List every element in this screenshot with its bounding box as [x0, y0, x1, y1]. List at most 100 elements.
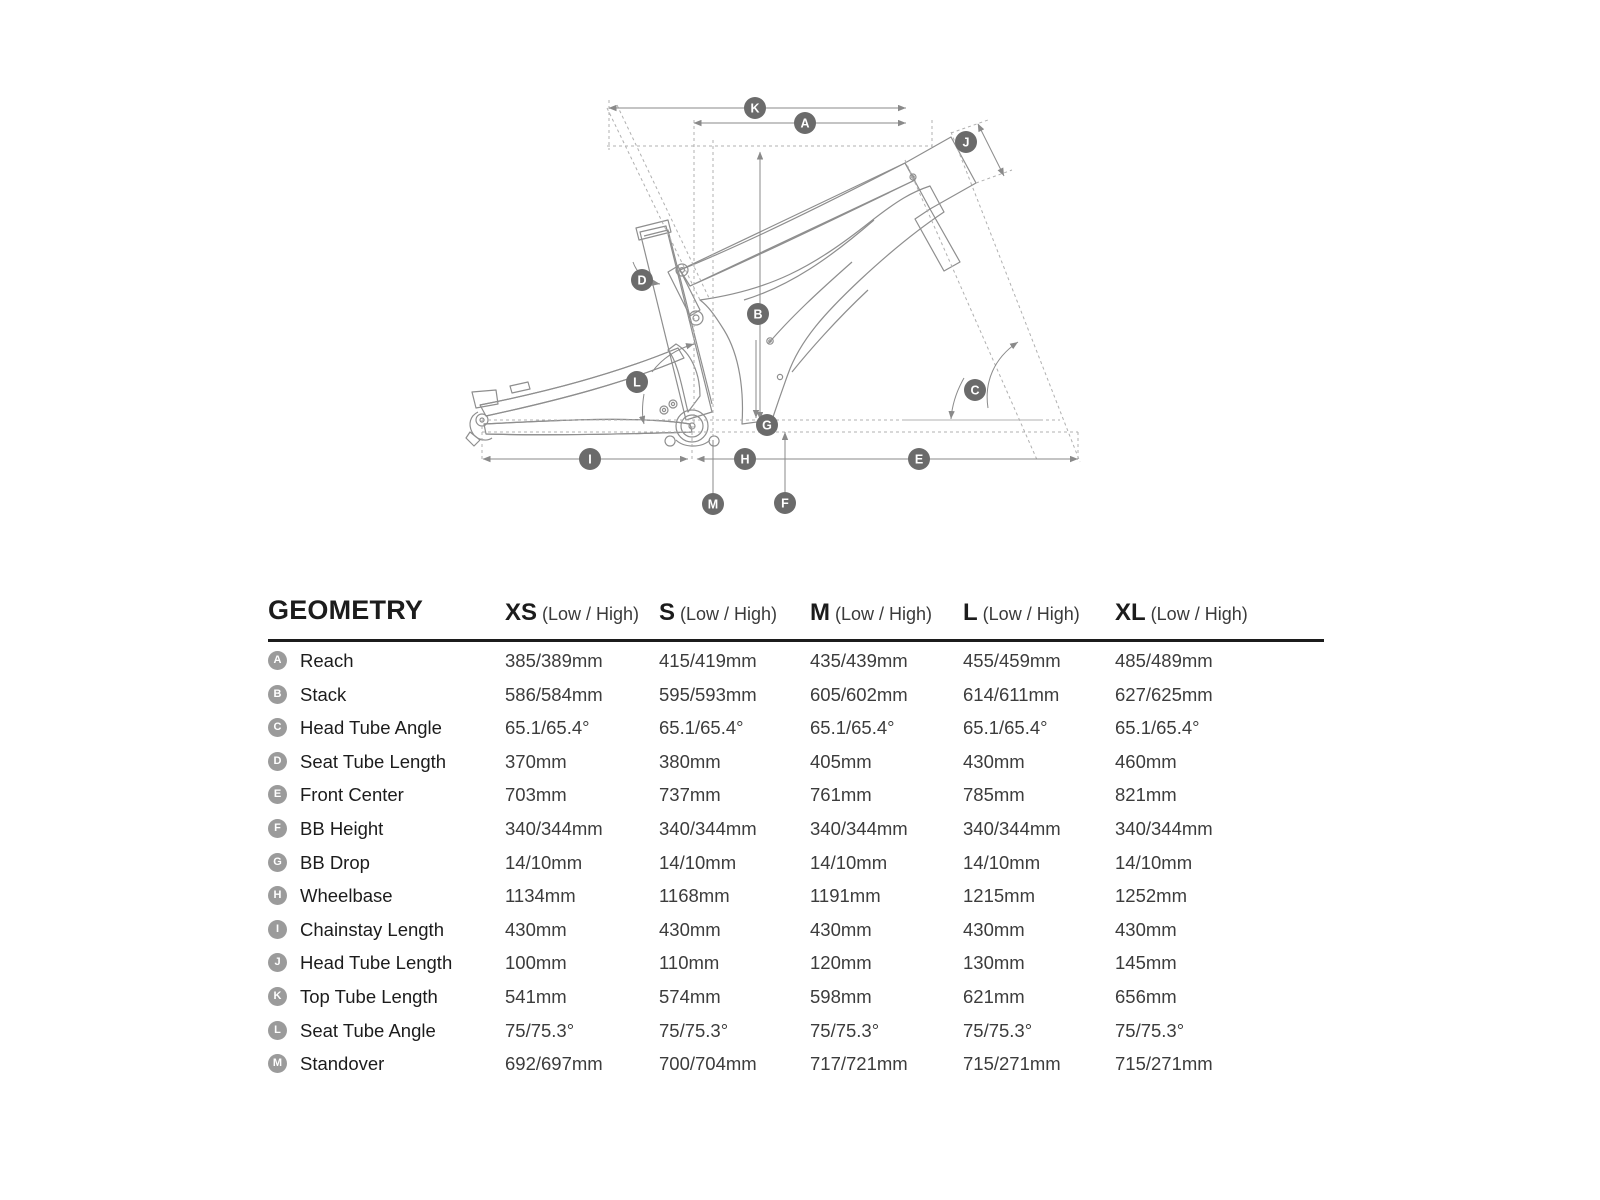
row-badge-k-icon: K — [268, 986, 287, 1006]
table-row: G BB Drop 14/10mm 14/10mm 14/10mm 14/10mm 14/1… — [268, 847, 1324, 881]
row-badge-m-icon: M — [268, 1054, 287, 1074]
table-cell: 703mm — [505, 784, 567, 806]
diagram-marker-g-icon: G — [756, 414, 778, 436]
diagram-marker-e-icon: E — [908, 448, 930, 470]
table-row: C Head Tube Angle 65.1/65.4° 65.1/65.4° 65.1… — [268, 712, 1324, 746]
table-cell: 430mm — [505, 918, 567, 940]
diagram-marker-i-icon: I — [579, 448, 601, 470]
table-cell: 415/419mm — [659, 650, 757, 671]
diagram-marker-l-icon: L — [626, 371, 648, 393]
table-cell: 14/10mm — [810, 851, 888, 873]
table-cell: 430mm — [659, 918, 721, 940]
column-header-l: L (Low / High) — [963, 599, 1080, 627]
table-cell: 430mm — [810, 918, 872, 940]
diagram-marker-f-icon: F — [774, 492, 796, 514]
svg-text:F: F — [781, 497, 789, 511]
table-cell: 75/75.3° — [810, 1019, 880, 1041]
table-cell: 430mm — [963, 750, 1025, 772]
table-cell: 75/75.3° — [1115, 1019, 1185, 1041]
table-cell: 340/344mm — [963, 817, 1061, 839]
table-cell: 405mm — [810, 750, 872, 772]
row-badge-e-icon: E — [268, 785, 287, 805]
table-cell: 460mm — [1115, 750, 1177, 772]
table-row: I Chainstay Length 430mm 430mm 430mm 430mm 430… — [268, 914, 1324, 948]
column-range-label: (Low / High) — [537, 604, 640, 624]
row-label: Head Tube Length — [300, 952, 453, 974]
table-cell: 715/271mm — [1115, 1053, 1213, 1075]
row-label: Front Center — [300, 784, 404, 806]
table-row: E Front Center 703mm 737mm 761mm 785mm 821mm — [268, 779, 1324, 813]
diagram-marker-k-icon: K — [744, 97, 766, 119]
row-label: Reach — [300, 650, 354, 671]
row-badge-i-icon: I — [268, 919, 287, 939]
dim-line-L-lower — [638, 393, 646, 425]
dim-line-C-lower — [948, 377, 965, 420]
table-body: A Reach 385/389mm 415/419mm 435/439mm 455/459… — [268, 645, 1324, 1082]
row-badge-b-icon: B — [268, 684, 287, 704]
svg-text:M: M — [708, 498, 718, 512]
column-size-label: XS — [505, 599, 538, 626]
column-range-label: (Low / High) — [830, 604, 933, 624]
diagram-marker-group: K A J D B C L G I H E M F — [579, 97, 986, 515]
diagram-marker-c-icon: C — [964, 379, 986, 401]
table-cell: 380mm — [659, 750, 721, 772]
table-cell: 1168mm — [659, 885, 730, 907]
row-label: Stack — [300, 683, 347, 705]
row-badge-a-icon: A — [268, 651, 287, 670]
row-label: Seat Tube Angle — [300, 1019, 436, 1041]
table-row: F BB Height 340/344mm 340/344mm 340/344mm 340… — [268, 813, 1324, 847]
svg-text:B: B — [753, 308, 762, 322]
table-cell: 541mm — [505, 985, 567, 1007]
svg-text:C: C — [970, 384, 979, 398]
table-cell: 430mm — [963, 918, 1025, 940]
page-title: GEOMETRY — [268, 595, 424, 625]
table-cell: 14/10mm — [963, 851, 1041, 873]
dim-line-L-upper — [651, 343, 695, 373]
dimension-construction-lines — [481, 100, 1081, 470]
row-label: Top Tube Length — [300, 985, 438, 1007]
svg-text:L: L — [633, 376, 641, 390]
table-cell: 110mm — [659, 952, 720, 974]
table-cell: 370mm — [505, 750, 567, 772]
diagram-marker-b-icon: B — [747, 303, 769, 325]
header-divider — [268, 639, 1324, 642]
row-label: Head Tube Angle — [300, 717, 442, 739]
table-cell: 692/697mm — [505, 1053, 603, 1075]
column-size-label: XL — [1115, 599, 1146, 626]
frame-outline — [465, 136, 977, 447]
table-cell: 65.1/65.4° — [659, 717, 744, 739]
diagram-marker-h-icon: H — [734, 448, 756, 470]
table-cell: 656mm — [1115, 985, 1177, 1007]
table-cell: 14/10mm — [1115, 851, 1193, 873]
row-label: BB Height — [300, 817, 384, 839]
dim-line-C-upper — [986, 341, 1019, 409]
table-cell: 627/625mm — [1115, 683, 1213, 705]
table-row: K Top Tube Length 541mm 574mm 598mm 621mm 656m… — [268, 981, 1324, 1015]
table-cell: 614/611mm — [963, 683, 1060, 705]
table-cell: 75/75.3° — [505, 1019, 575, 1041]
table-cell: 1134mm — [505, 885, 576, 907]
table-cell: 821mm — [1115, 784, 1177, 806]
row-label: Standover — [300, 1053, 385, 1075]
table-cell: 737mm — [659, 784, 721, 806]
table-cell: 700/704mm — [659, 1053, 757, 1075]
table-cell: 485/489mm — [1115, 650, 1213, 671]
table-cell: 435/439mm — [810, 650, 908, 671]
table-cell: 75/75.3° — [659, 1019, 729, 1041]
table-cell: 145mm — [1115, 952, 1177, 974]
geometry-table: GEOMETRY XS (Low / High) S (Low / High) M … — [268, 585, 1324, 1074]
row-label: BB Drop — [300, 851, 370, 873]
column-header-xs: XS (Low / High) — [505, 599, 639, 627]
diagram-marker-a-icon: A — [794, 112, 816, 134]
row-badge-l-icon: L — [268, 1020, 287, 1040]
bike-frame-svg: K A J D B C L G I H E M F — [465, 97, 1081, 515]
column-range-label: (Low / High) — [977, 604, 1080, 624]
column-size-label: M — [810, 599, 830, 626]
table-cell: 621mm — [963, 985, 1025, 1007]
row-badge-d-icon: D — [268, 751, 287, 771]
table-cell: 14/10mm — [659, 851, 737, 873]
diagram-marker-d-icon: D — [631, 269, 653, 291]
svg-text:K: K — [750, 102, 759, 116]
svg-text:G: G — [762, 419, 772, 433]
table-cell: 1191mm — [810, 885, 881, 907]
